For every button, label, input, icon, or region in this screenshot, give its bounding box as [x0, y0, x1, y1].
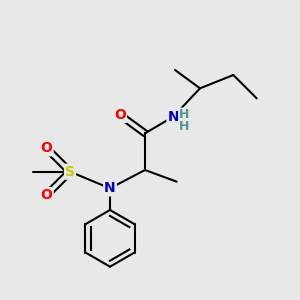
Text: O: O [114, 108, 126, 122]
Text: S: S [65, 165, 75, 179]
Text: N: N [104, 181, 116, 195]
Text: H: H [179, 120, 189, 133]
Text: H: H [179, 108, 189, 121]
Text: O: O [41, 188, 52, 202]
Text: O: O [41, 141, 52, 155]
Text: N: N [167, 110, 179, 124]
